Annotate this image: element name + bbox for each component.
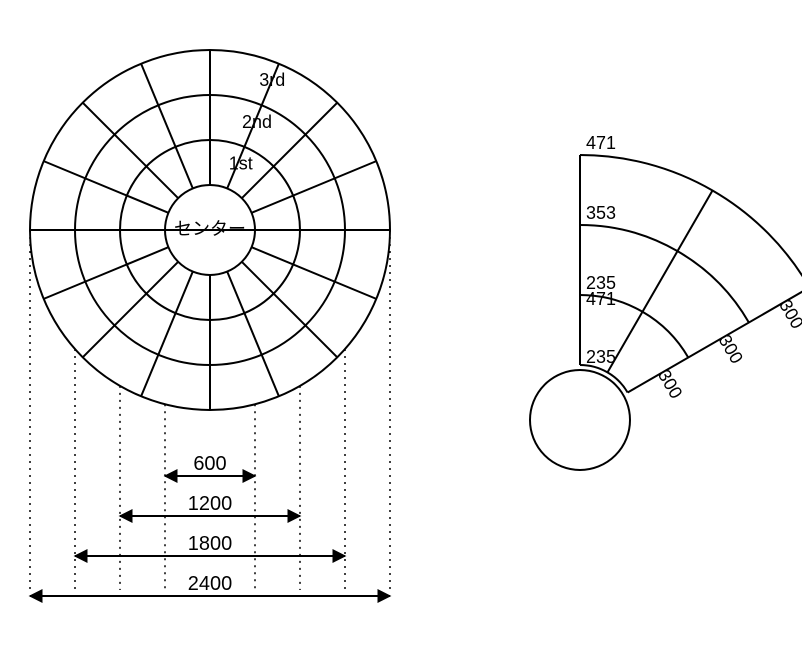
arc-length-label: 235 xyxy=(586,347,616,367)
center-label: センター xyxy=(174,219,246,239)
left-radial-grid: センター 1st 2nd 3rd 600 1200 1800 2400 xyxy=(30,50,390,596)
dimension-label: 2400 xyxy=(188,573,233,595)
right-sector-detail: 235471235353471300300300 xyxy=(530,133,802,470)
arc-length-label: 353 xyxy=(586,203,616,223)
arc-length-label: 235 xyxy=(586,273,616,293)
ring-label: 2nd xyxy=(242,112,272,132)
ring-label: 3rd xyxy=(259,70,285,90)
radial-length-label: 300 xyxy=(654,366,686,402)
radial-length-label: 300 xyxy=(715,331,747,367)
ring-label: 1st xyxy=(229,153,253,173)
radial-length-label: 300 xyxy=(775,296,802,332)
arc-length-label: 471 xyxy=(586,133,616,153)
diagram-canvas: センター 1st 2nd 3rd 600 1200 1800 2400 235 471 235 353… xyxy=(0,0,802,660)
dimension-label: 1200 xyxy=(188,493,233,515)
dimension-label: 1800 xyxy=(188,533,233,555)
dimension-label: 600 xyxy=(193,453,226,475)
